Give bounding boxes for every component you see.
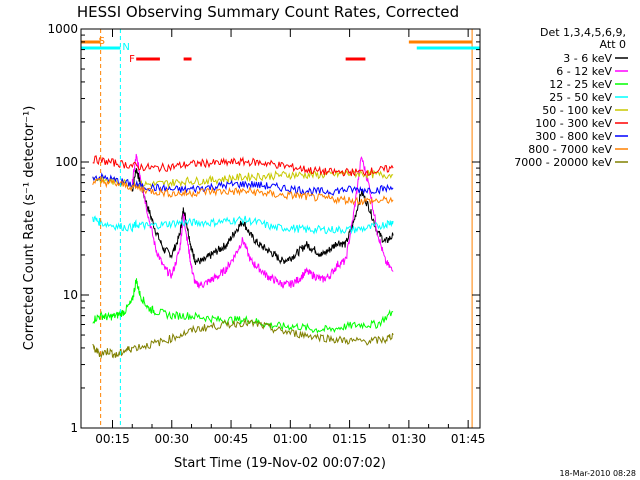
legend-entry-label: 50 - 100 keV xyxy=(542,104,612,117)
x-tick-label: 01:15 xyxy=(332,432,367,446)
legend-entry-label: 25 - 50 keV xyxy=(549,91,612,104)
x-tick-label: 00:30 xyxy=(154,432,189,446)
series-line-2 xyxy=(131,153,394,289)
series-lines xyxy=(92,153,394,359)
legend-entry-label: 800 - 7000 keV xyxy=(528,143,612,156)
y-axis-label: Corrected Count Rate (s⁻¹ detector⁻¹) xyxy=(22,106,37,351)
legend-entry-label: 100 - 300 keV xyxy=(535,117,612,130)
legend-entry-label: 3 - 6 keV xyxy=(563,52,612,65)
timestamp: 18-Mar-2010 08:28 xyxy=(560,469,637,478)
legend-entry-label: 6 - 12 keV xyxy=(556,65,612,78)
series-line-3 xyxy=(92,278,394,334)
axes: 00:15 00:30 00:45 01:00 01:15 01:30 01:45 1 10 10… xyxy=(47,22,485,446)
annotations: S NF xyxy=(81,29,481,428)
legend-entry-label: 7000 - 20000 keV xyxy=(514,156,612,169)
legend-entry-label: 12 - 25 keV xyxy=(549,78,612,91)
series-line-8 xyxy=(92,178,394,206)
x-tick-label: 01:45 xyxy=(451,432,486,446)
plot-frame xyxy=(80,28,481,429)
y-tick-label: 100 xyxy=(55,155,78,169)
x-tick-label: 01:00 xyxy=(273,432,308,446)
series-line-9 xyxy=(92,319,394,359)
flare-label: F xyxy=(129,54,135,65)
y-tick-label: 1 xyxy=(70,421,78,435)
legend-entry-label: 300 - 800 keV xyxy=(535,130,612,143)
legend-header: Det 1,3,4,5,6,9, xyxy=(540,26,626,39)
x-tick-label: 01:30 xyxy=(392,432,427,446)
series-line-6 xyxy=(92,155,394,177)
series-line-1 xyxy=(131,168,394,265)
x-axis-label: Start Time (19-Nov-02 00:07:02) xyxy=(174,456,386,471)
y-tick-label: 1000 xyxy=(47,22,78,36)
saa-label: S xyxy=(99,36,105,47)
series-line-7 xyxy=(92,172,394,197)
y-tick-label: 10 xyxy=(63,288,78,302)
series-line-4 xyxy=(92,215,394,235)
x-tick-label: 00:45 xyxy=(214,432,249,446)
x-tick-label: 00:15 xyxy=(95,432,130,446)
legend-header: Att 0 xyxy=(600,38,626,51)
chart-title: HESSI Observing Summary Count Rates, Cor… xyxy=(77,3,459,21)
night-label: N xyxy=(122,42,129,53)
